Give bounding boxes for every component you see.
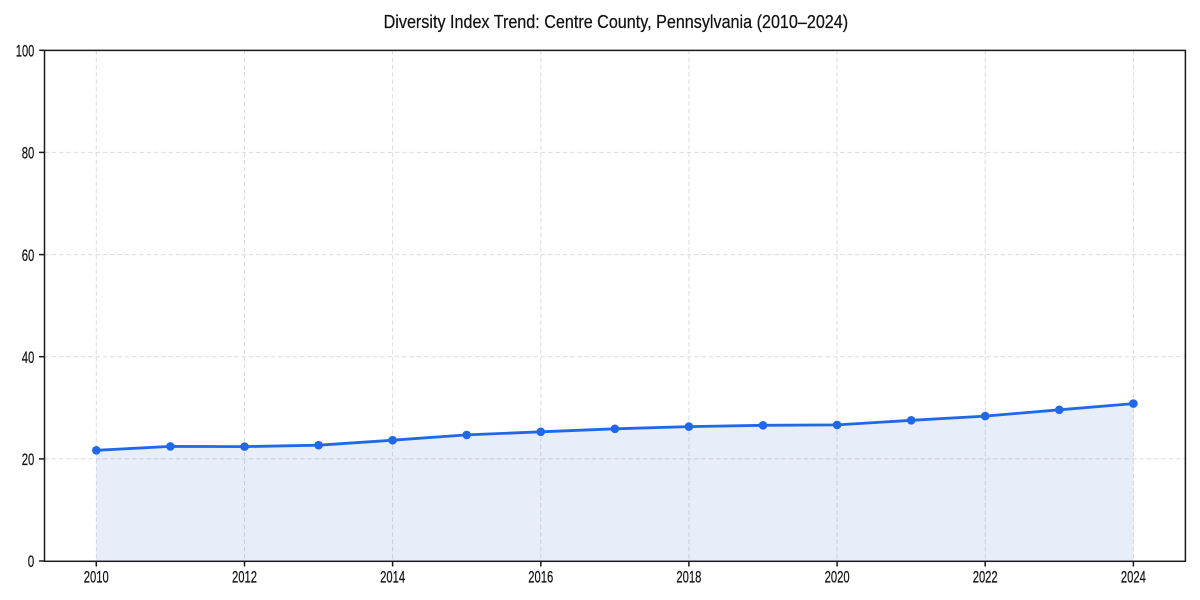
svg-text:2014: 2014 — [380, 569, 405, 587]
svg-text:2018: 2018 — [676, 569, 701, 587]
svg-text:2012: 2012 — [232, 569, 257, 587]
svg-text:2010: 2010 — [84, 569, 109, 587]
svg-text:60: 60 — [22, 247, 35, 265]
svg-text:20: 20 — [22, 451, 35, 469]
svg-text:80: 80 — [22, 145, 35, 163]
svg-text:2024: 2024 — [1121, 569, 1146, 587]
svg-text:2020: 2020 — [825, 569, 850, 587]
svg-text:Diversity Index Trend: Centre: Diversity Index Trend: Centre County, Pe… — [384, 11, 849, 32]
svg-text:2022: 2022 — [973, 569, 998, 587]
svg-text:40: 40 — [22, 349, 35, 367]
svg-text:100: 100 — [16, 42, 35, 60]
svg-text:2016: 2016 — [528, 569, 553, 587]
svg-text:0: 0 — [28, 553, 35, 571]
